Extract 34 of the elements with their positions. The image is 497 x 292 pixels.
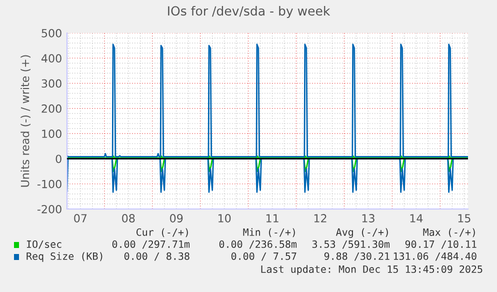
- x-tick-label: 09: [170, 214, 183, 222]
- text: Max (-/+): [423, 228, 475, 238]
- text: 90.17 /10.11: [405, 240, 476, 249]
- x-tick-label: 12: [314, 214, 326, 222]
- text: 0.00 / 7.57: [231, 252, 296, 261]
- y-tick-label: 500: [42, 28, 62, 38]
- text: Min (-/+): [243, 228, 295, 238]
- x-tick-label: 11: [266, 214, 278, 222]
- x-tick-label: 13: [362, 214, 374, 222]
- y-tick-label: 300: [42, 79, 62, 88]
- text: 0.00 /236.58m: [219, 240, 297, 249]
- x-tick-label: 07: [74, 214, 87, 222]
- y-tick-label: 0: [56, 154, 62, 164]
- y-tick-label: 200: [42, 104, 62, 113]
- text: 0.00 / 8.38: [124, 252, 190, 261]
- legend-label: Req Size (KB): [26, 252, 102, 262]
- chart-title: IOs for /dev/sda - by week: [168, 6, 330, 18]
- text: Last update: Mon Dec 15 13:45:09 2025: [261, 265, 482, 275]
- y-axis-title: Units read (-) / write (+): [20, 55, 31, 187]
- text: 131.06 /484.40: [394, 252, 476, 261]
- y-tick-label: -200: [37, 204, 62, 214]
- x-tick-label: 14: [410, 214, 423, 222]
- y-tick-label: 100: [42, 130, 62, 138]
- y-tick-label: 400: [41, 54, 62, 63]
- y-tick-label: -100: [37, 180, 62, 188]
- x-tick-label: 10: [218, 214, 231, 222]
- text: 3.53 /591.30m: [312, 240, 390, 249]
- legend-label: IO/sec: [26, 240, 62, 249]
- x-tick-label: 08: [122, 214, 135, 222]
- text: Cur (-/+): [136, 228, 188, 238]
- text: Avg (-/+): [336, 228, 388, 238]
- x-tick-label: 15: [458, 214, 470, 222]
- text: 9.88 /30.21: [324, 252, 390, 261]
- text: 0.00 /297.71m: [112, 240, 190, 249]
